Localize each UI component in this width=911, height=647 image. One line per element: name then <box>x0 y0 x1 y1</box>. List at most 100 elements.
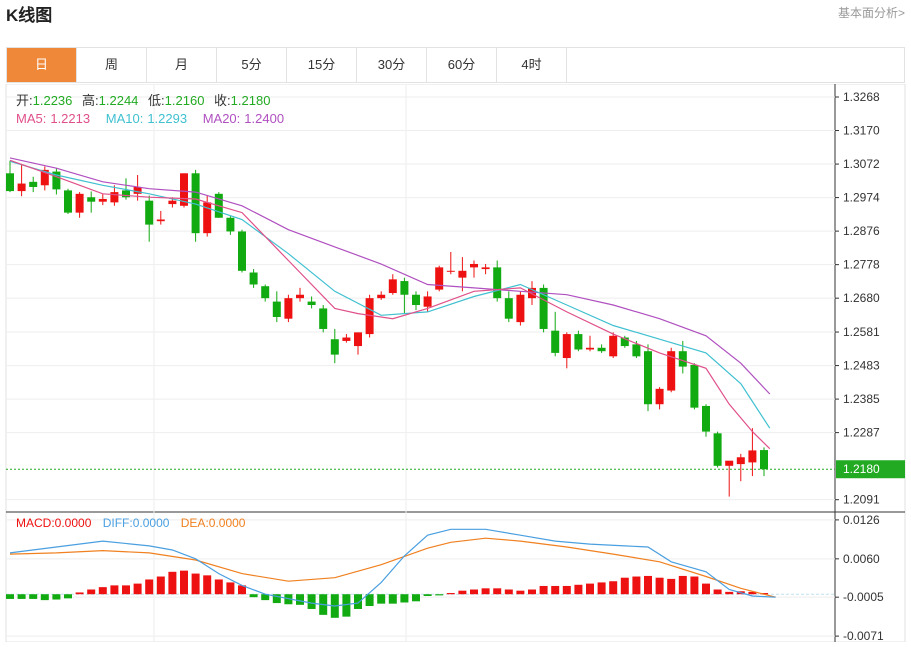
tab-7[interactable]: 4时 <box>497 48 567 82</box>
candle-body-32 <box>377 294 386 299</box>
macd-bar-61 <box>713 589 722 595</box>
macd-bar-42 <box>493 588 502 595</box>
candle-body-29 <box>342 337 351 341</box>
macd-bar-50 <box>586 583 594 595</box>
macd-bar-58 <box>678 575 687 595</box>
dea-line <box>9 537 776 598</box>
macd-tick-label-1: 0.0060 <box>843 552 880 566</box>
macd-bar-39 <box>458 590 467 595</box>
candle-body-49 <box>574 334 583 350</box>
price-tick-label-11: 1.2091 <box>843 493 880 507</box>
tab-4[interactable]: 15分 <box>287 48 357 82</box>
low-value: 1.2160 <box>165 93 205 108</box>
candle-body-11 <box>133 186 142 194</box>
macd-bar-14 <box>168 571 177 595</box>
close-label: 收: <box>214 93 231 108</box>
tab-3[interactable]: 5分 <box>217 48 287 82</box>
macd-bar-31 <box>365 594 374 607</box>
candle-body-53 <box>620 337 629 347</box>
candle-body-43 <box>504 298 513 319</box>
high-label: 高: <box>82 93 99 108</box>
candle-body-4 <box>52 171 61 190</box>
macd-legend: MACD:0.0000 DIFF:0.0000 DEA:0.0000 <box>16 516 246 530</box>
diff-label: DIFF: <box>103 516 133 530</box>
candle-body-45 <box>528 287 536 299</box>
candle-body-54 <box>632 344 641 357</box>
ma5-value: 1.2213 <box>50 111 90 126</box>
diff-value: 0.0000 <box>133 516 170 530</box>
candle-body-20 <box>238 231 246 271</box>
price-tick-label-4: 1.2876 <box>843 224 880 238</box>
candle-body-0 <box>6 173 14 192</box>
macd-bar-53 <box>620 577 629 595</box>
tab-5[interactable]: 30分 <box>357 48 427 82</box>
macd-bar-19 <box>226 582 235 595</box>
tab-0[interactable]: 日 <box>7 48 77 82</box>
candle-body-34 <box>400 281 409 295</box>
candle-body-50 <box>586 347 594 350</box>
macd-label: MACD: <box>16 516 55 530</box>
ma-legend: MA5: 1.2213 MA10: 1.2293 MA20: 1.2400 <box>16 111 284 126</box>
macd-bar-32 <box>377 594 386 604</box>
candle-body-58 <box>678 351 687 367</box>
fundamental-analysis-link[interactable]: 基本面分析> <box>837 6 905 20</box>
macd-bar-45 <box>528 589 536 595</box>
macd-bar-37 <box>435 594 444 596</box>
candle-body-51 <box>597 347 606 352</box>
candle-body-13 <box>156 219 165 222</box>
macd-bar-56 <box>655 577 664 595</box>
kline-chart-svg: 1.3268 1.3170 1.3072 1.2974 1.2876 1.2778 1.26… <box>5 83 906 643</box>
macd-bar-41 <box>481 588 490 595</box>
candle-body-7 <box>87 197 96 202</box>
candle-body-22 <box>261 286 270 299</box>
macd-bar-59 <box>690 576 699 595</box>
macd-bar-35 <box>412 594 420 602</box>
tab-6[interactable]: 60分 <box>427 48 497 82</box>
candle-body-39 <box>458 270 467 278</box>
macd-bar-29 <box>342 594 351 617</box>
ma5-line <box>9 159 771 450</box>
candle-body-65 <box>760 450 768 470</box>
price-tick-label-0: 1.3268 <box>843 90 880 104</box>
candle-body-56 <box>655 388 664 405</box>
ma10-line <box>9 160 771 429</box>
macd-bar-13 <box>156 576 165 595</box>
macd-tick-label-3: -0.0071 <box>843 629 884 642</box>
candle-body-26 <box>307 301 316 306</box>
ma20-label: MA20: <box>203 111 241 126</box>
candle-body-59 <box>690 364 699 408</box>
candle-body-27 <box>319 308 328 329</box>
candle-body-38 <box>446 270 455 272</box>
candle-body-30 <box>354 332 362 347</box>
candle-body-61 <box>713 433 722 466</box>
macd-tick-label-0: 0.0126 <box>843 513 880 527</box>
macd-bar-15 <box>180 570 188 595</box>
ma10-value: 1.2293 <box>147 111 187 126</box>
candle-body-23 <box>272 301 281 317</box>
candle-body-15 <box>180 173 188 206</box>
kline-chart: 1.3268 1.3170 1.3072 1.2974 1.2876 1.2778 1.26… <box>0 83 911 643</box>
period-tabs: 日周月 5分 15分 30分 60分 4时 <box>6 47 905 83</box>
price-tick-label-8: 1.2483 <box>843 359 880 373</box>
ma20-value: 1.2400 <box>244 111 284 126</box>
macd-bar-5 <box>64 594 72 599</box>
candle-body-16 <box>191 173 200 234</box>
macd-bar-48 <box>562 585 571 595</box>
macd-bar-17 <box>203 575 212 595</box>
macd-bar-33 <box>388 594 397 604</box>
candle-body-21 <box>249 272 258 285</box>
candle-body-35 <box>412 294 420 306</box>
candle-body-47 <box>551 330 560 353</box>
macd-bar-10 <box>122 585 130 595</box>
macd-value: 0.0000 <box>55 516 92 530</box>
candle-body-42 <box>493 267 502 299</box>
candle-body-55 <box>644 351 652 405</box>
candle-body-25 <box>296 294 304 299</box>
candle-body-52 <box>609 335 618 357</box>
tab-1[interactable]: 周 <box>77 48 147 82</box>
tab-2[interactable]: 月 <box>147 48 217 82</box>
macd-bar-55 <box>644 575 652 595</box>
open-value: 1.2236 <box>33 93 73 108</box>
ma20-line <box>9 157 771 395</box>
price-tick-label-5: 1.2778 <box>843 258 880 272</box>
